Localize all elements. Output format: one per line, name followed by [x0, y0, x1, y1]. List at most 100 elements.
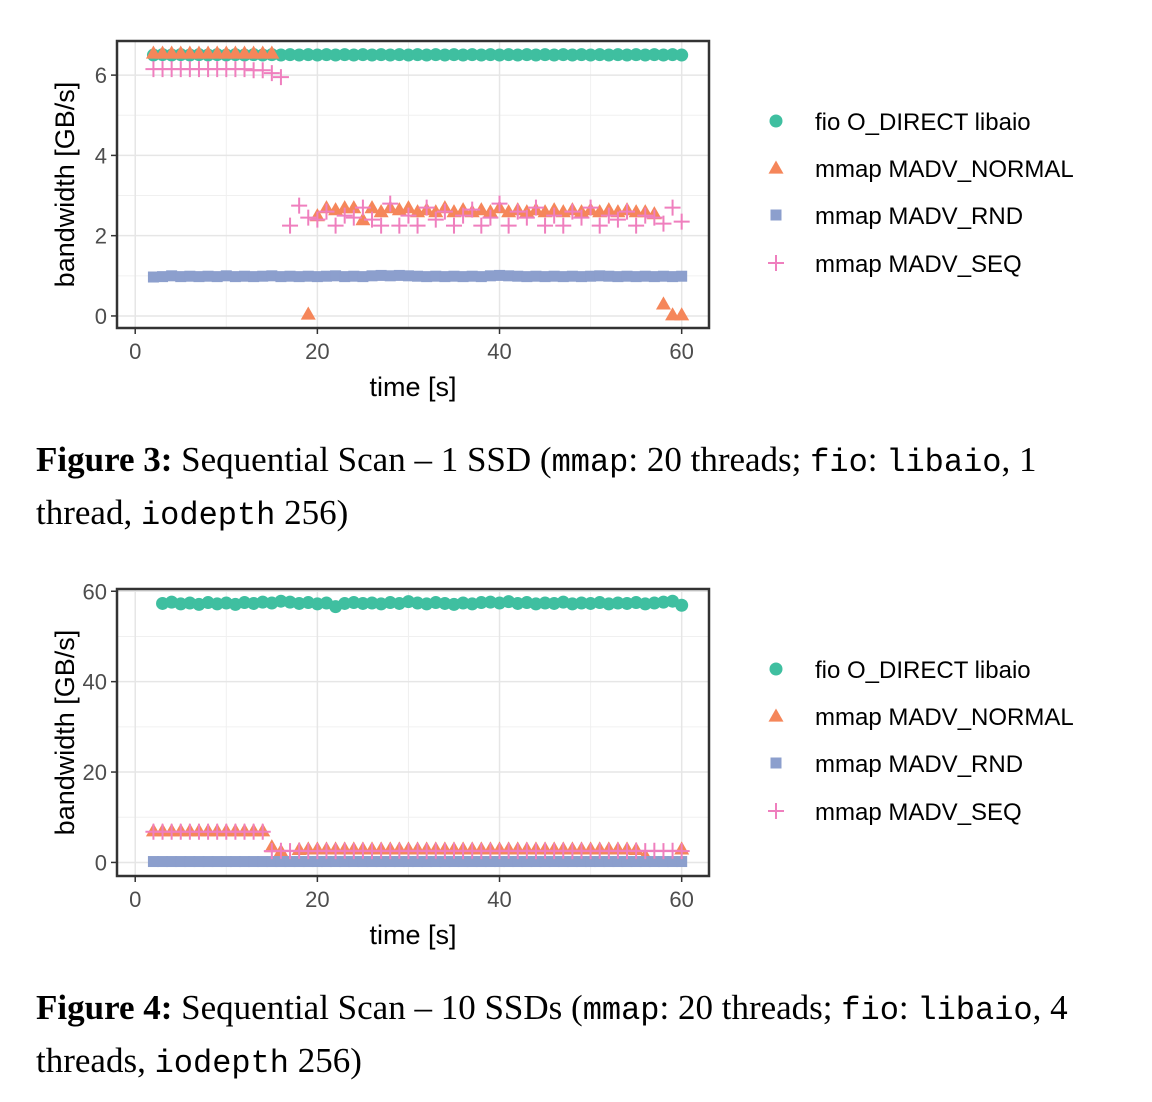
seq-point [400, 207, 417, 224]
seq-point [436, 203, 453, 220]
rnd-point [248, 271, 260, 283]
seq-point [291, 197, 308, 214]
rnd-point [348, 856, 360, 868]
seq-point [254, 823, 271, 840]
rnd-point [229, 271, 241, 283]
rnd-point [475, 856, 487, 868]
seq-point [364, 211, 381, 228]
seq-point [482, 209, 499, 226]
x-tick-label: 60 [669, 339, 693, 364]
rnd-point [439, 856, 451, 868]
fio-point [620, 48, 634, 62]
x-axis-title: time [s] [369, 920, 456, 950]
rnd-point [412, 856, 424, 868]
rnd-point [521, 856, 533, 868]
rnd-point [157, 271, 169, 283]
fio-point [675, 48, 689, 62]
rnd-point [621, 270, 633, 282]
figure-4-caption: Figure 4: Sequential Scan – 10 SSDs (mma… [36, 983, 1126, 1089]
figure-4-chart: 0 20 40 60 0 20 40 60 time [s] bandwidth [GB/s] fi… [50, 579, 1074, 950]
seq-point [546, 207, 563, 224]
rnd-point [412, 270, 424, 282]
seq-point [327, 217, 344, 234]
fio-point [301, 48, 315, 62]
rnd-point [657, 856, 669, 868]
rnd-point [667, 271, 679, 283]
fio-point [292, 48, 306, 62]
x-tick-label: 20 [305, 887, 329, 912]
legend-label: fio O_DIRECT libaio [815, 657, 1031, 684]
seq-point [527, 199, 544, 216]
seq-point [582, 199, 599, 216]
y-tick-label: 0 [95, 304, 107, 329]
legend-key-2 [768, 708, 784, 722]
legend: fio O_DIRECT libaio mmap MADV_NORMALmmap … [768, 109, 1074, 278]
legend-label: mmap MADV_RND [815, 751, 1023, 778]
rnd-point [302, 856, 314, 868]
fio-point [565, 48, 579, 62]
plot-border [115, 587, 711, 878]
caption-code: iodepth [154, 1045, 289, 1082]
rnd-point [503, 270, 515, 282]
caption-text: 256) [289, 1041, 362, 1080]
fio-point [447, 48, 461, 62]
rnd-point [366, 856, 378, 868]
rnd-point [421, 856, 433, 868]
fio-point [538, 48, 552, 62]
fio-point [584, 48, 598, 62]
caption-text: Sequential Scan – 1 SSD ( [172, 440, 552, 479]
rnd-point [175, 271, 187, 283]
rnd-point [393, 856, 405, 868]
rnd-point [521, 271, 533, 283]
normal-point [428, 204, 444, 218]
seq-point [263, 65, 280, 82]
rnd-point [566, 270, 578, 282]
seq-point [637, 207, 654, 224]
normal-point [364, 200, 380, 214]
y-tick-label: 60 [83, 579, 107, 604]
rnd-point [220, 270, 232, 282]
rnd-point [266, 856, 278, 868]
caption-code: libaio [917, 992, 1033, 1029]
fio-point [401, 48, 415, 62]
rnd-point [585, 270, 597, 282]
normal-point [355, 212, 371, 226]
fio-point [438, 48, 452, 62]
fio-point [456, 48, 470, 62]
fio-point [338, 48, 352, 62]
rnd-point [676, 270, 688, 282]
seq-point [464, 201, 481, 218]
series-4 [145, 823, 690, 860]
rnd-point [339, 856, 351, 868]
rnd-point [512, 270, 524, 282]
caption-code: iodepth [140, 497, 276, 534]
legend-label: mmap MADV_NORMAL [815, 704, 1074, 731]
rnd-point [193, 856, 205, 868]
y-tick-label: 4 [95, 143, 107, 168]
rnd-point [676, 856, 688, 868]
y-axis-title: bandwidth [GB/s] [50, 82, 80, 288]
fio-point [374, 48, 388, 62]
seq-point [673, 843, 690, 860]
seq-point [373, 217, 390, 234]
x-axis-title: time [s] [369, 372, 456, 402]
legend: fio O_DIRECT libaio mmap MADV_NORMALmmap … [768, 657, 1074, 826]
rnd-point [402, 270, 414, 282]
seq-point [282, 217, 299, 234]
rnd-point [539, 271, 551, 283]
rnd-point [220, 856, 232, 868]
x-tick-label: 40 [487, 887, 511, 912]
fio-point [283, 48, 297, 62]
caption-code: libaio [886, 444, 1002, 481]
legend-key-1 [769, 114, 783, 128]
seq-point [254, 62, 271, 79]
fio-point [638, 48, 652, 62]
y-axis-title: bandwidth [GB/s] [50, 630, 80, 836]
rnd-point [211, 271, 223, 283]
rnd-point [448, 270, 460, 282]
rnd-point [557, 271, 569, 283]
caption-text: : 20 threads; [628, 440, 811, 479]
fio-point [365, 48, 379, 62]
seq-point [236, 61, 253, 78]
rnd-point [648, 271, 660, 283]
